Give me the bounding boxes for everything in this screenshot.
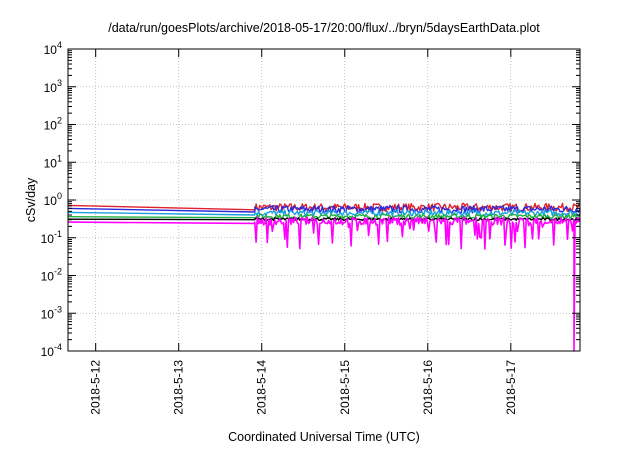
chart-title: /data/run/goesPlots/archive/2018-05-17/2… bbox=[108, 21, 540, 35]
x-tick-label: 2018-5-16 bbox=[421, 360, 435, 415]
x-tick-label: 2018-5-13 bbox=[172, 360, 186, 415]
y-tick-label: 10-2 bbox=[41, 267, 62, 284]
x-tick-label: 2018-5-12 bbox=[89, 360, 103, 415]
x-axis-label: Coordinated Universal Time (UTC) bbox=[228, 430, 420, 444]
series-line bbox=[67, 216, 581, 352]
x-tick-label: 2018-5-17 bbox=[504, 360, 518, 415]
x-tick-label: 2018-5-14 bbox=[255, 360, 269, 415]
series-line bbox=[67, 205, 581, 214]
y-tick-label: 104 bbox=[44, 40, 62, 57]
y-tick-label: 10-4 bbox=[41, 342, 62, 359]
series-layer bbox=[67, 202, 581, 352]
y-tick-label: 100 bbox=[44, 191, 62, 208]
y-axis-label: cSv/day bbox=[24, 177, 38, 222]
y-tick-label: 103 bbox=[44, 78, 62, 95]
series-line bbox=[67, 213, 581, 220]
y-tick-label: 10-3 bbox=[41, 304, 62, 321]
grid bbox=[68, 49, 580, 351]
x-axis: 2018-5-12 2018-5-13 2018-5-14 2018-5-15 2018… bbox=[89, 49, 518, 415]
y-tick-label: 101 bbox=[44, 153, 62, 170]
y-axis: 10-4 10-3 10-2 10-1 100 101 102 103 104 bbox=[41, 40, 580, 359]
y-tick-label: 10-1 bbox=[41, 229, 62, 246]
y-tick-label: 102 bbox=[44, 116, 62, 133]
x-tick-label: 2018-5-15 bbox=[338, 360, 352, 415]
